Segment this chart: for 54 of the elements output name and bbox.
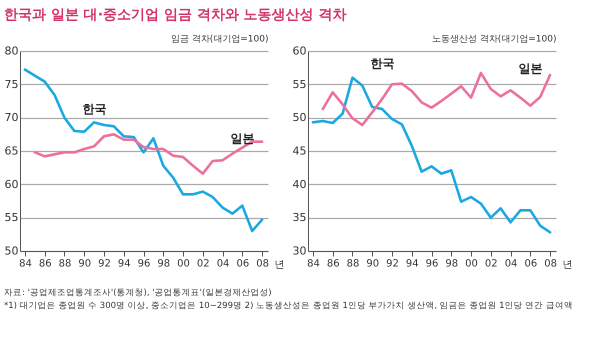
- x-tick-label: 92: [386, 258, 399, 270]
- y-tick-label: 65: [4, 144, 18, 158]
- x-axis-title: 년: [562, 260, 572, 270]
- y-tick-label: 80: [4, 44, 18, 58]
- chart-title: 한국과 일본 대·중소기업 임금 격차와 노동생산성 격차: [3, 6, 348, 25]
- y-axis-title: 노동생산성 격차(대기업=100): [432, 34, 556, 44]
- x-tick-label: 86: [326, 258, 340, 270]
- line-series: [312, 76, 552, 234]
- x-tick-label: 94: [406, 258, 419, 270]
- x-tick-label: 02: [196, 258, 210, 270]
- x-tick-label: 04: [504, 258, 518, 270]
- x-tick-label: 96: [426, 258, 438, 270]
- x-tick-label: 04: [216, 258, 230, 270]
- line-series: [24, 68, 264, 232]
- y-tick-label: 40: [292, 178, 306, 191]
- x-tick-label: 06: [236, 258, 250, 270]
- x-tick-label: 98: [157, 258, 170, 270]
- y-tick-label: 55: [292, 78, 306, 91]
- x-tick-label: 90: [78, 258, 92, 270]
- y-tick-label: 30: [292, 244, 306, 258]
- y-tick-label: 55: [4, 211, 18, 224]
- x-tick-label: 84: [307, 258, 320, 270]
- x-tick-label: 84: [19, 258, 32, 270]
- y-tick-label: 45: [292, 144, 306, 158]
- x-tick-label: 92: [98, 258, 111, 270]
- x-tick-label: 08: [256, 258, 269, 270]
- y-tick-label: 70: [4, 111, 18, 124]
- x-tick-label: 90: [366, 258, 380, 270]
- line-series: [34, 133, 264, 175]
- x-tick-label: 06: [524, 258, 538, 270]
- y-tick-label: 35: [292, 211, 306, 224]
- y-axis-title: 임금 격차(대기업=100): [170, 34, 268, 44]
- text: 자료: '공업제조업통계조사'(통계청), '공업통계표'(일본경제산업성): [3, 287, 273, 300]
- x-axis-title: 년: [274, 260, 284, 270]
- series-label: 한국: [370, 56, 394, 71]
- x-tick-label: 98: [445, 258, 458, 270]
- y-tick-label: 60: [292, 44, 306, 58]
- series-label: 한국: [82, 102, 106, 116]
- y-tick-label: 50: [292, 111, 306, 124]
- y-tick-label: 75: [4, 78, 18, 91]
- series-label: 일본: [230, 131, 255, 146]
- y-tick-label: 60: [4, 178, 18, 191]
- x-tick-label: 94: [118, 258, 131, 270]
- series-label: 일본: [518, 61, 543, 76]
- x-tick-label: 96: [138, 258, 150, 270]
- x-tick-label: 02: [484, 258, 498, 270]
- x-tick-label: 88: [58, 258, 72, 270]
- x-tick-label: 00: [177, 258, 190, 270]
- x-tick-label: 86: [38, 258, 52, 270]
- x-tick-label: 00: [465, 258, 478, 270]
- y-tick-label: 50: [4, 244, 18, 258]
- x-tick-label: 88: [346, 258, 360, 270]
- text: *1) 대기업은 종업원 수 300명 이상, 중소기업은 10~299명 2) 노동생산성은 종업원 1인당 부가가치 생산액, 임금은 종업원 1인당 연간 급여액: [3, 300, 574, 313]
- x-tick-label: 08: [544, 258, 557, 270]
